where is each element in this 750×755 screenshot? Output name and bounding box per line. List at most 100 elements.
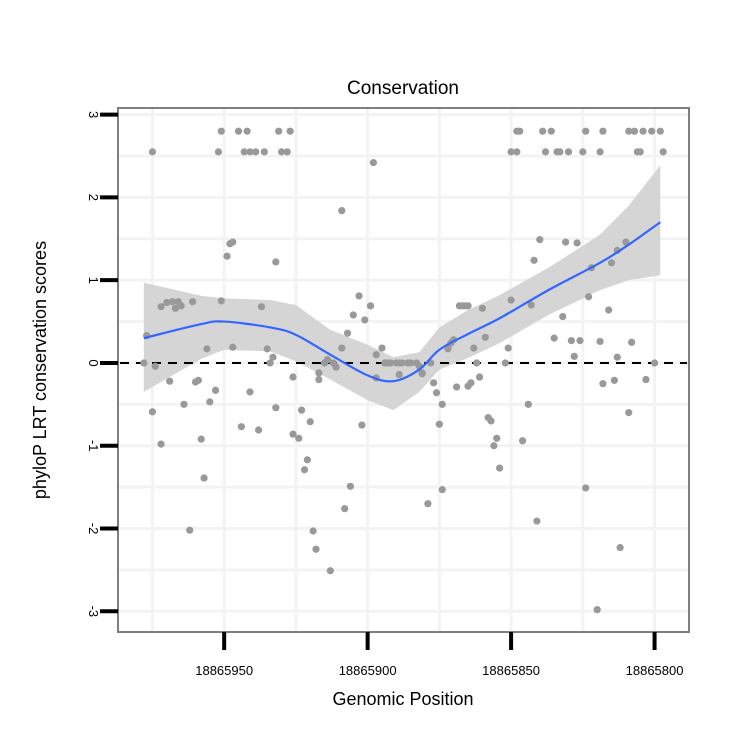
x-axis-label: Genomic Position [332, 689, 473, 709]
data-point [435, 420, 443, 428]
data-point [507, 148, 515, 156]
data-point [573, 239, 581, 247]
data-point [438, 486, 446, 494]
data-point [490, 442, 498, 450]
data-point [277, 148, 286, 156]
data-point [300, 466, 309, 474]
data-point [533, 517, 541, 525]
data-point [386, 359, 395, 367]
data-point [516, 127, 524, 135]
data-point [430, 379, 438, 387]
y-tick-label: 1 [86, 277, 101, 284]
data-point [341, 505, 349, 513]
data-point [217, 297, 225, 305]
data-point [240, 148, 248, 156]
x-tick-label: 18865850 [482, 663, 540, 678]
data-point [648, 127, 656, 135]
data-point [576, 337, 584, 345]
data-point [148, 148, 157, 156]
data-point [473, 359, 481, 367]
y-tick-label: -3 [86, 606, 101, 618]
data-point [332, 363, 340, 371]
data-point [418, 370, 426, 378]
data-point [659, 148, 667, 156]
data-point [530, 256, 538, 264]
data-point [550, 334, 558, 342]
data-point [395, 370, 403, 379]
data-point [570, 352, 578, 360]
data-point [243, 127, 251, 135]
data-point [246, 388, 254, 396]
data-point [567, 337, 575, 345]
data-point [289, 430, 297, 438]
data-point [493, 434, 501, 442]
data-point [157, 303, 165, 311]
data-point [295, 434, 303, 442]
data-point [613, 353, 621, 361]
data-point [599, 127, 607, 135]
data-point [562, 238, 570, 246]
data-point [148, 408, 157, 416]
data-point [263, 345, 271, 353]
data-point [650, 359, 659, 367]
data-point [536, 236, 544, 244]
data-point [582, 484, 590, 492]
data-point [444, 345, 452, 353]
data-point [234, 127, 243, 135]
data-point [622, 238, 630, 246]
data-point [194, 376, 202, 384]
data-point [464, 302, 472, 310]
data-point [656, 127, 664, 135]
data-point [579, 148, 587, 156]
y-tick-label: -1 [86, 440, 101, 452]
x-tick-label: 18865900 [339, 663, 397, 678]
data-point [151, 362, 159, 370]
data-point [189, 298, 197, 306]
x-tick-label: 18865800 [626, 663, 684, 678]
data-point [197, 435, 205, 443]
data-point [478, 304, 487, 312]
data-point [607, 259, 616, 267]
data-point [470, 344, 478, 352]
data-point [257, 303, 266, 311]
data-point [564, 148, 573, 156]
data-point [593, 606, 601, 614]
data-point [481, 333, 489, 341]
data-point [229, 343, 237, 351]
data-point [214, 148, 223, 156]
data-point [366, 302, 375, 310]
data-point [252, 148, 260, 156]
data-point [610, 376, 618, 384]
data-point [326, 567, 334, 575]
x-tick-label: 18865950 [195, 663, 253, 678]
data-point [628, 338, 636, 346]
data-point [272, 404, 280, 412]
data-point [163, 298, 171, 307]
data-point [346, 482, 355, 490]
data-point [315, 369, 323, 377]
data-point [467, 379, 475, 387]
data-point [180, 400, 188, 408]
data-point [168, 298, 177, 306]
data-point [372, 351, 380, 359]
data-point [275, 127, 283, 135]
y-tick-label: 2 [86, 194, 101, 201]
smooth-fit-line [143, 221, 661, 383]
data-point [355, 292, 363, 300]
data-point [424, 500, 432, 508]
confidence-ribbon [143, 165, 661, 411]
data-point [596, 148, 604, 156]
data-point [217, 127, 225, 135]
data-point [229, 238, 237, 246]
data-point [349, 311, 357, 319]
data-point [260, 148, 268, 156]
data-point [246, 148, 254, 156]
data-point [177, 302, 185, 310]
data-point [254, 426, 263, 434]
data-point [639, 127, 647, 135]
data-point [507, 296, 515, 304]
y-tick-label: -2 [86, 523, 101, 535]
data-point [475, 373, 484, 381]
data-point [438, 400, 446, 408]
